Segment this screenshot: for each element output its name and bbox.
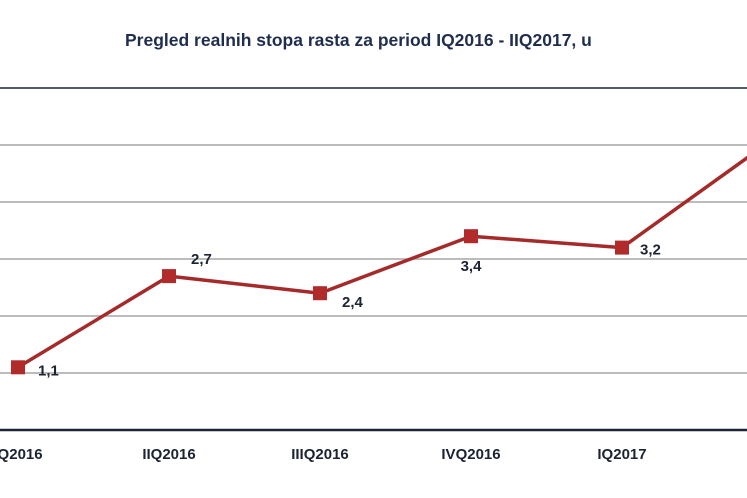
data-label: 3,4 (461, 258, 483, 275)
x-tick-label: IIIQ2016 (291, 446, 349, 463)
data-point-marker (313, 286, 327, 301)
data-label: 1,1 (38, 362, 59, 379)
data-point-marker (464, 229, 478, 244)
data-point-marker (162, 269, 176, 284)
x-tick-label: IVQ2016 (441, 446, 500, 463)
data-label: 2,4 (342, 294, 364, 311)
data-label: 2,7 (191, 251, 212, 268)
x-tick-label: IQ2017 (597, 446, 646, 463)
data-point-marker (615, 240, 629, 255)
x-tick-label: IIQ2016 (142, 446, 195, 463)
data-label: 3,2 (640, 242, 661, 259)
data-point-marker (11, 360, 25, 375)
series-line (17, 155, 747, 369)
chart-title: Pregled realnih stopa rasta za period IQ… (125, 30, 592, 50)
x-tick-label: IQ2016 (0, 446, 43, 463)
